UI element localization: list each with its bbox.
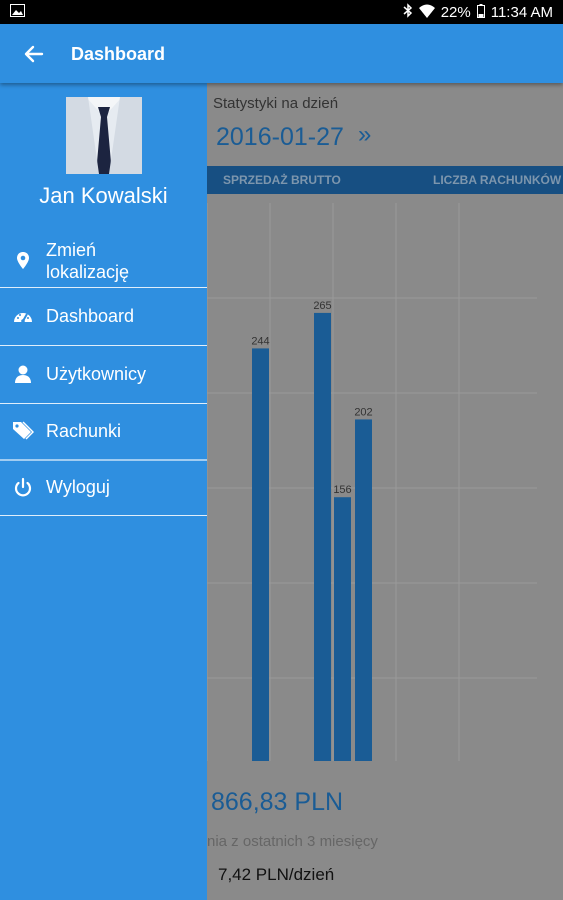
stats-label: Statystyki na dzień <box>213 95 339 112</box>
menu-item-label: Użytkownicy <box>46 364 147 384</box>
sales-chart: 244 265 156 202 <box>207 203 537 761</box>
menu-item-receipts[interactable]: Rachunki <box>0 405 207 459</box>
app-bar: Dashboard <box>0 24 563 83</box>
bar-data-label: 265 <box>313 300 331 312</box>
bar-data-label: 244 <box>251 335 269 347</box>
period-subtext: nia z ostatnich 3 miesięcy <box>207 833 378 850</box>
bar-data-label: 202 <box>354 406 372 418</box>
divider <box>0 345 207 346</box>
divider <box>0 403 207 404</box>
status-icons: 22% 11:34 AM <box>403 3 553 22</box>
clock: 11:34 AM <box>490 4 553 21</box>
user-name: Jan Kowalski <box>39 183 168 208</box>
menu-item-label: Rachunki <box>46 421 122 441</box>
status-bar: 22% 11:34 AM <box>0 0 563 24</box>
divider <box>0 459 207 461</box>
user-icon <box>12 363 34 385</box>
chart-bars: 244 265 156 202 <box>251 300 373 761</box>
navigation-drawer: Jan Kowalski Zmień lokalizację Dashboard… <box>0 83 207 900</box>
menu-item-change-location[interactable]: Zmień lokalizację <box>0 237 207 287</box>
battery-icon <box>476 3 485 22</box>
next-date-icon[interactable]: » <box>358 121 372 148</box>
chart-bar <box>355 419 372 761</box>
wifi-icon <box>418 4 435 22</box>
bar-data-label: 156 <box>333 484 351 496</box>
divider <box>0 515 207 516</box>
speedometer-icon <box>12 306 34 328</box>
tab-receipt-count[interactable]: LICZBA RACHUNKÓW <box>433 173 562 187</box>
tab-sales-gross[interactable]: SPRZEDAŻ BRUTTO <box>223 173 341 187</box>
per-day-value: 7,42 PLN/dzień <box>218 865 335 884</box>
location-pin-icon <box>12 250 34 272</box>
divider <box>0 287 207 288</box>
menu-item-label: Wyloguj <box>46 477 110 497</box>
battery-percent: 22% <box>440 4 471 21</box>
bluetooth-icon <box>403 3 413 22</box>
stats-tabs: SPRZEDAŻ BRUTTO LICZBA RACHUNKÓW <box>207 166 563 194</box>
app-bar-title: Dashboard <box>71 44 166 64</box>
gallery-notification-icon <box>10 4 25 21</box>
total-value: 866,83 PLN <box>211 788 344 816</box>
menu-item-users[interactable]: Użytkownicy <box>0 347 207 403</box>
menu-item-logout[interactable]: Wyloguj <box>0 461 207 515</box>
menu-item-dashboard[interactable]: Dashboard <box>0 289 207 345</box>
avatar <box>66 97 142 174</box>
tags-icon <box>12 420 35 442</box>
stats-date[interactable]: 2016-01-27 <box>216 123 344 151</box>
back-arrow-icon[interactable] <box>20 40 48 68</box>
menu-item-label: Dashboard <box>46 306 135 326</box>
menu-item-label: Zmień lokalizację <box>46 240 130 282</box>
chart-bar <box>314 312 331 761</box>
chart-bar <box>252 348 269 761</box>
chart-bar <box>334 497 351 761</box>
power-icon <box>12 477 34 499</box>
